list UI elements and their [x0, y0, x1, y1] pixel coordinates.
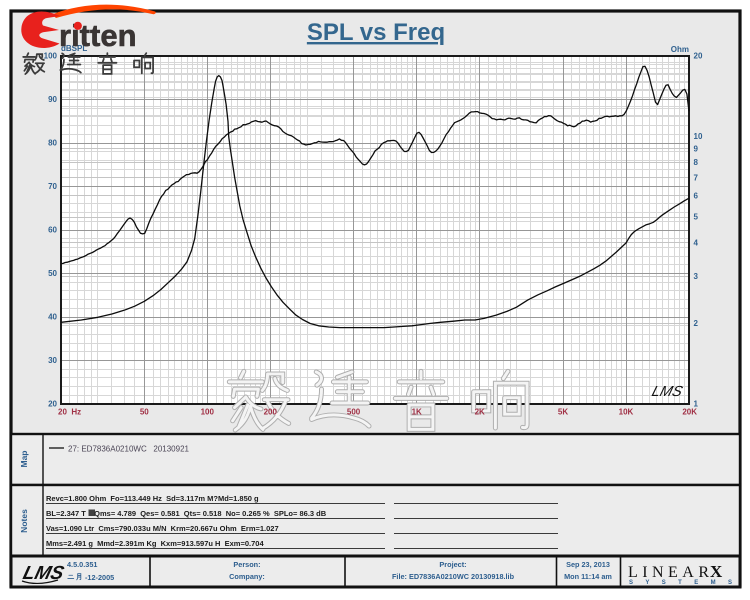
- svg-text:4: 4: [694, 239, 699, 248]
- svg-text:1: 1: [694, 400, 699, 409]
- svg-text:ritten: ritten: [59, 18, 137, 53]
- svg-text:X: X: [710, 562, 723, 581]
- svg-text:SYSTEMS: SYSTEMS: [629, 580, 732, 586]
- svg-text:Sep 23, 2013: Sep 23, 2013: [566, 560, 610, 569]
- svg-text:20: 20: [694, 52, 703, 61]
- svg-text:50: 50: [48, 269, 57, 278]
- svg-text:-12-2005: -12-2005: [85, 573, 114, 582]
- svg-text:Notes: Notes: [19, 509, 29, 533]
- svg-text:27: ED7836A0210WC 20130921: 27: ED7836A0210WC 20130921: [68, 445, 190, 454]
- svg-text:50: 50: [140, 408, 149, 417]
- svg-text:40: 40: [48, 313, 57, 322]
- svg-text:Mon 11:14 am: Mon 11:14 am: [564, 572, 612, 581]
- svg-text:200: 200: [264, 408, 278, 417]
- svg-text:Mms=2.491 g Mmd=2.391m Kg Kx: Mms=2.491 g Mmd=2.391m Kg Kxm=913.597u H…: [46, 539, 264, 548]
- svg-text:60: 60: [48, 226, 57, 235]
- svg-text:20: 20: [48, 400, 57, 409]
- svg-text:20K: 20K: [682, 408, 697, 417]
- svg-text:500: 500: [347, 408, 361, 417]
- svg-text:2: 2: [694, 319, 699, 328]
- svg-text:Revc=1.800 Ohm Fo=113.449 Hz: Revc=1.800 Ohm Fo=113.449 Hz Sd=3.117m M…: [46, 494, 259, 503]
- svg-text:5: 5: [694, 213, 699, 222]
- svg-text:1K: 1K: [412, 408, 422, 417]
- svg-text:90: 90: [48, 95, 57, 104]
- svg-text:Vas=1.090 Ltr Cms=790.033u M/: Vas=1.090 Ltr Cms=790.033u M/N Krm=20.66…: [46, 524, 279, 533]
- svg-text:dBSPL: dBSPL: [61, 44, 87, 53]
- svg-text:Ohm: Ohm: [671, 45, 689, 54]
- svg-text:100: 100: [201, 408, 215, 417]
- svg-text:Company:: Company:: [229, 572, 265, 581]
- svg-text:BL=2.347 T Qms= 4.789 Qes=: BL=2.347 T Qms= 4.789 Qes= 0.581 Qts= 0.…: [46, 509, 327, 518]
- svg-text:5K: 5K: [558, 408, 568, 417]
- svg-text:30: 30: [48, 356, 57, 365]
- svg-text:4.5.0.351: 4.5.0.351: [67, 560, 97, 569]
- svg-text:3: 3: [694, 272, 699, 281]
- svg-text:10K: 10K: [619, 408, 634, 417]
- svg-text:20 Hz: 20 Hz: [58, 408, 81, 417]
- svg-text:10: 10: [694, 132, 703, 141]
- svg-text:6: 6: [694, 192, 699, 201]
- svg-text:8: 8: [694, 158, 699, 167]
- svg-text:100: 100: [44, 52, 58, 61]
- svg-text:LMS: LMS: [21, 563, 66, 584]
- svg-text:7: 7: [694, 174, 699, 183]
- svg-text:LMS: LMS: [650, 384, 684, 400]
- svg-text:9: 9: [694, 144, 699, 153]
- svg-text:Person:: Person:: [233, 560, 260, 569]
- svg-text:80: 80: [48, 139, 57, 148]
- svg-text:Project:: Project:: [439, 560, 466, 569]
- svg-text:SPL vs Freq: SPL vs Freq: [307, 19, 445, 46]
- svg-text:2K: 2K: [475, 408, 485, 417]
- svg-text:File: ED7836A0210WC 20130918.l: File: ED7836A0210WC 20130918.lib: [392, 572, 515, 581]
- svg-text:Map: Map: [19, 451, 29, 468]
- svg-text:70: 70: [48, 182, 57, 191]
